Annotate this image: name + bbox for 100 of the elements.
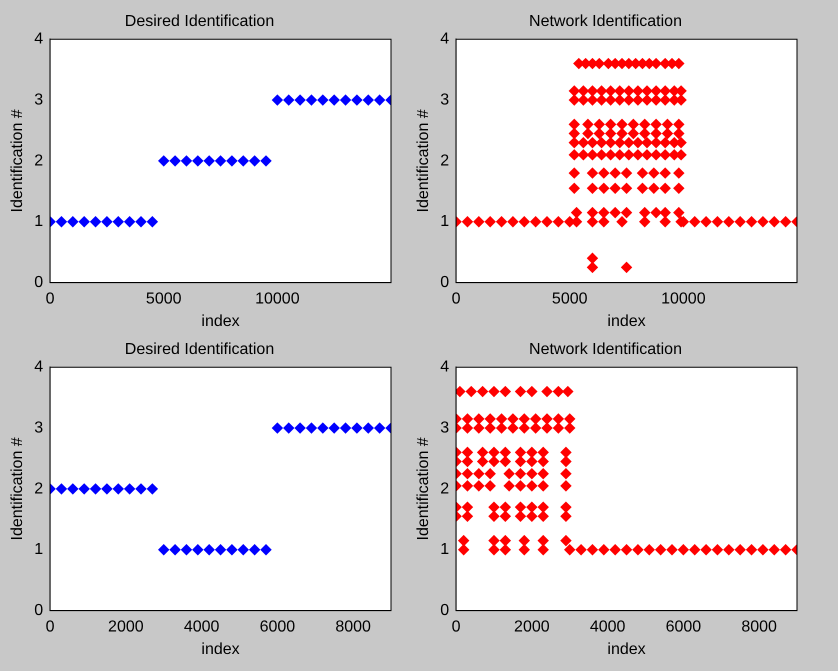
point	[249, 155, 260, 166]
x-tick-label: 6000	[666, 618, 702, 636]
point	[340, 94, 352, 106]
point	[215, 155, 226, 166]
point	[158, 544, 170, 556]
y-tick-label: 3	[440, 419, 450, 436]
y-tick-label: 1	[440, 213, 450, 230]
y-axis-title: Identification #	[415, 109, 432, 212]
x-tick-label: 4000	[184, 618, 220, 636]
point	[170, 155, 181, 166]
y-tick-label: 2	[440, 152, 450, 170]
point	[124, 483, 136, 494]
x-tick-label: 6000	[260, 618, 296, 636]
point	[238, 155, 249, 166]
y-tick-label: 3	[34, 419, 44, 436]
y-tick-label: 3	[440, 91, 450, 108]
x-tick-label: 8000	[741, 618, 778, 636]
point	[67, 216, 78, 228]
point	[317, 94, 328, 106]
chart-title: Desired Identification	[124, 13, 274, 30]
x-tick-label: 10000	[255, 290, 300, 308]
y-tick-label: 1	[440, 541, 450, 558]
chart-title: Desired Identification	[124, 341, 274, 358]
point	[328, 422, 340, 434]
y-axis-title: Identification #	[9, 437, 26, 540]
y-tick-label: 2	[440, 480, 450, 498]
point	[362, 94, 374, 106]
x-axis-title: index	[201, 312, 240, 330]
point	[374, 422, 386, 434]
point	[180, 544, 192, 556]
y-tick-label: 2	[34, 152, 44, 170]
point	[283, 94, 294, 106]
point	[294, 422, 306, 434]
x-axis-title: index	[201, 640, 240, 658]
x-tick-label: 10000	[661, 290, 706, 308]
point	[136, 216, 147, 228]
point	[306, 422, 317, 434]
point	[78, 216, 90, 228]
point	[112, 216, 124, 228]
x-tick-label: 2000	[108, 618, 144, 636]
point	[362, 422, 374, 434]
point	[226, 544, 238, 556]
y-tick-label: 1	[34, 213, 44, 230]
y-axis-title: Identification #	[9, 109, 26, 212]
point	[351, 94, 362, 106]
y-tick-label: 0	[440, 602, 450, 620]
point	[192, 544, 204, 556]
point	[90, 483, 102, 494]
point	[328, 94, 340, 106]
x-tick-label: 0	[46, 618, 55, 636]
point	[67, 483, 78, 494]
point	[306, 94, 317, 106]
point	[374, 94, 386, 106]
y-tick-label: 4	[440, 30, 450, 48]
y-tick-label: 0	[34, 602, 44, 620]
point	[146, 483, 158, 494]
point	[260, 155, 272, 166]
x-tick-label: 0	[46, 290, 55, 308]
point	[180, 155, 192, 166]
point	[272, 94, 283, 106]
point	[249, 544, 260, 556]
point	[204, 544, 215, 556]
point	[90, 216, 102, 228]
point	[136, 483, 147, 494]
y-tick-label: 4	[440, 358, 450, 376]
point	[56, 483, 67, 494]
point	[294, 94, 306, 106]
y-axis-title: Identification #	[415, 437, 432, 540]
y-tick-label: 1	[34, 541, 44, 558]
x-axis-title: index	[607, 312, 646, 330]
point	[272, 422, 283, 434]
point	[112, 483, 124, 494]
point	[78, 483, 90, 494]
point	[226, 155, 238, 166]
point	[340, 422, 352, 434]
x-tick-label: 0	[452, 618, 461, 636]
x-tick-label: 5000	[552, 290, 588, 308]
x-tick-label: 0	[452, 290, 461, 308]
y-tick-label: 0	[34, 274, 44, 292]
point	[101, 483, 112, 494]
point	[351, 422, 362, 434]
y-tick-label: 0	[440, 274, 450, 292]
point	[317, 422, 328, 434]
point	[192, 155, 204, 166]
y-tick-label: 3	[34, 91, 44, 108]
chart-title: Network Identification	[529, 13, 682, 30]
point	[124, 216, 136, 228]
x-tick-label: 5000	[146, 290, 182, 308]
y-tick-label: 4	[34, 358, 44, 376]
point	[56, 216, 67, 228]
y-tick-label: 4	[34, 30, 44, 48]
point	[158, 155, 170, 166]
chart-title: Network Identification	[529, 341, 682, 358]
point	[238, 544, 249, 556]
x-axis-title: index	[607, 640, 646, 658]
point	[283, 422, 294, 434]
point	[170, 544, 181, 556]
x-tick-label: 8000	[335, 618, 372, 636]
x-tick-label: 4000	[590, 618, 626, 636]
y-tick-label: 2	[34, 480, 44, 498]
